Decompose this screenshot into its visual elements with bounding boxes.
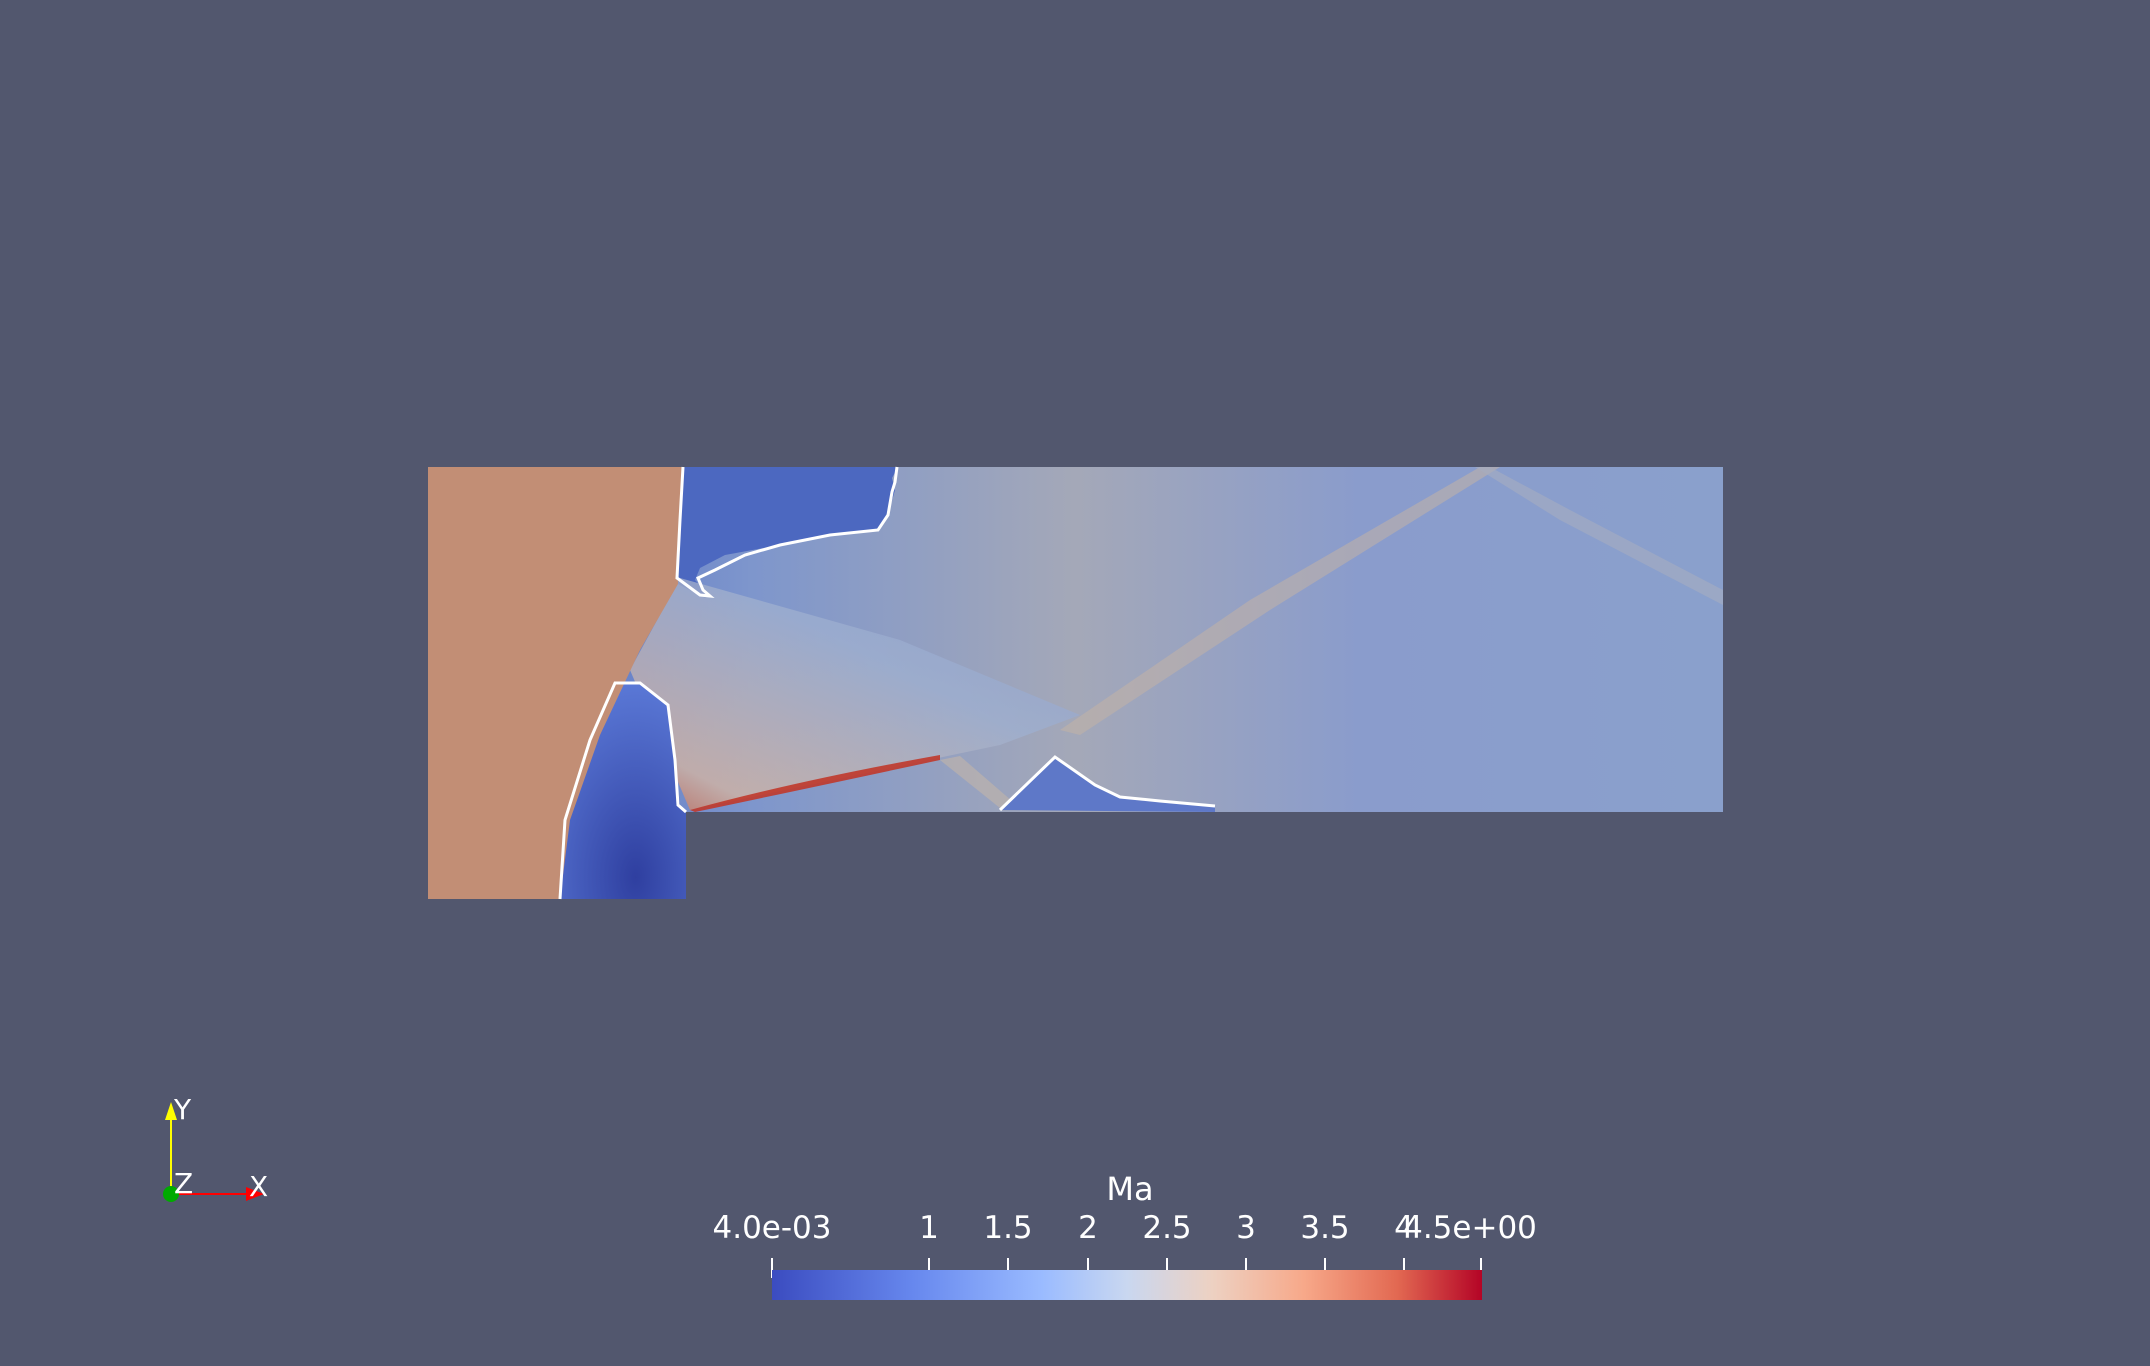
- x-axis-arrow-icon: [246, 1187, 264, 1201]
- colorbar-tick-mark: [1245, 1258, 1247, 1278]
- z-axis-label: Z: [174, 1167, 194, 1200]
- y-axis-label: Y: [174, 1093, 192, 1126]
- high-mach-streak: [690, 755, 940, 812]
- shock-band-1: [940, 756, 1020, 808]
- axes-triad: [163, 1102, 264, 1202]
- colorbar-tick-label: 1.5: [983, 1210, 1033, 1246]
- colorbar-tick-mark: [1324, 1258, 1326, 1278]
- colorbar-tick-mark: [771, 1258, 773, 1278]
- sonic-line-reattach: [998, 755, 1216, 812]
- colorbar-tick-mark: [1480, 1258, 1482, 1278]
- y-axis-arrow-icon: [165, 1102, 177, 1120]
- colorbar-tick-label: 3.5: [1300, 1210, 1350, 1246]
- expansion-fan: [630, 578, 1080, 810]
- shock-band-2: [1060, 467, 1500, 735]
- shock-band-3: [1475, 467, 1723, 605]
- colorbar-tick-mark: [1007, 1258, 1009, 1278]
- colorbar-tick-label: 3: [1236, 1210, 1256, 1246]
- colorbar-tick-label: 4: [1394, 1210, 1414, 1246]
- colorbar-tick-label: 2.5: [1142, 1210, 1192, 1246]
- colorbar-gradient: [772, 1270, 1482, 1300]
- upper-separation-region: [678, 467, 898, 598]
- sonic-line-inlet: [675, 466, 899, 598]
- sonic-contours: [558, 466, 1216, 900]
- colorbar-tick-label: 1: [919, 1210, 939, 1246]
- colorbar-tick-mark: [1087, 1258, 1089, 1278]
- colorbar-tick-mark: [1166, 1258, 1168, 1278]
- lower-separation-region: [1000, 757, 1215, 812]
- colorbar-title: Ma: [1106, 1170, 1154, 1208]
- colorbar-tick-label: 2: [1078, 1210, 1098, 1246]
- inlet-region: [428, 467, 683, 899]
- colorbar-max-label: 4.5e+00: [1403, 1210, 1537, 1246]
- x-axis-label: X: [249, 1170, 269, 1203]
- z-axis-dot-icon: [163, 1186, 179, 1202]
- sonic-line-cavity: [558, 681, 687, 900]
- colorbar-tick-mark: [928, 1258, 930, 1278]
- colorbar-tick-mark: [1403, 1258, 1405, 1278]
- colorbar-min-label: 4.0e-03: [712, 1210, 832, 1246]
